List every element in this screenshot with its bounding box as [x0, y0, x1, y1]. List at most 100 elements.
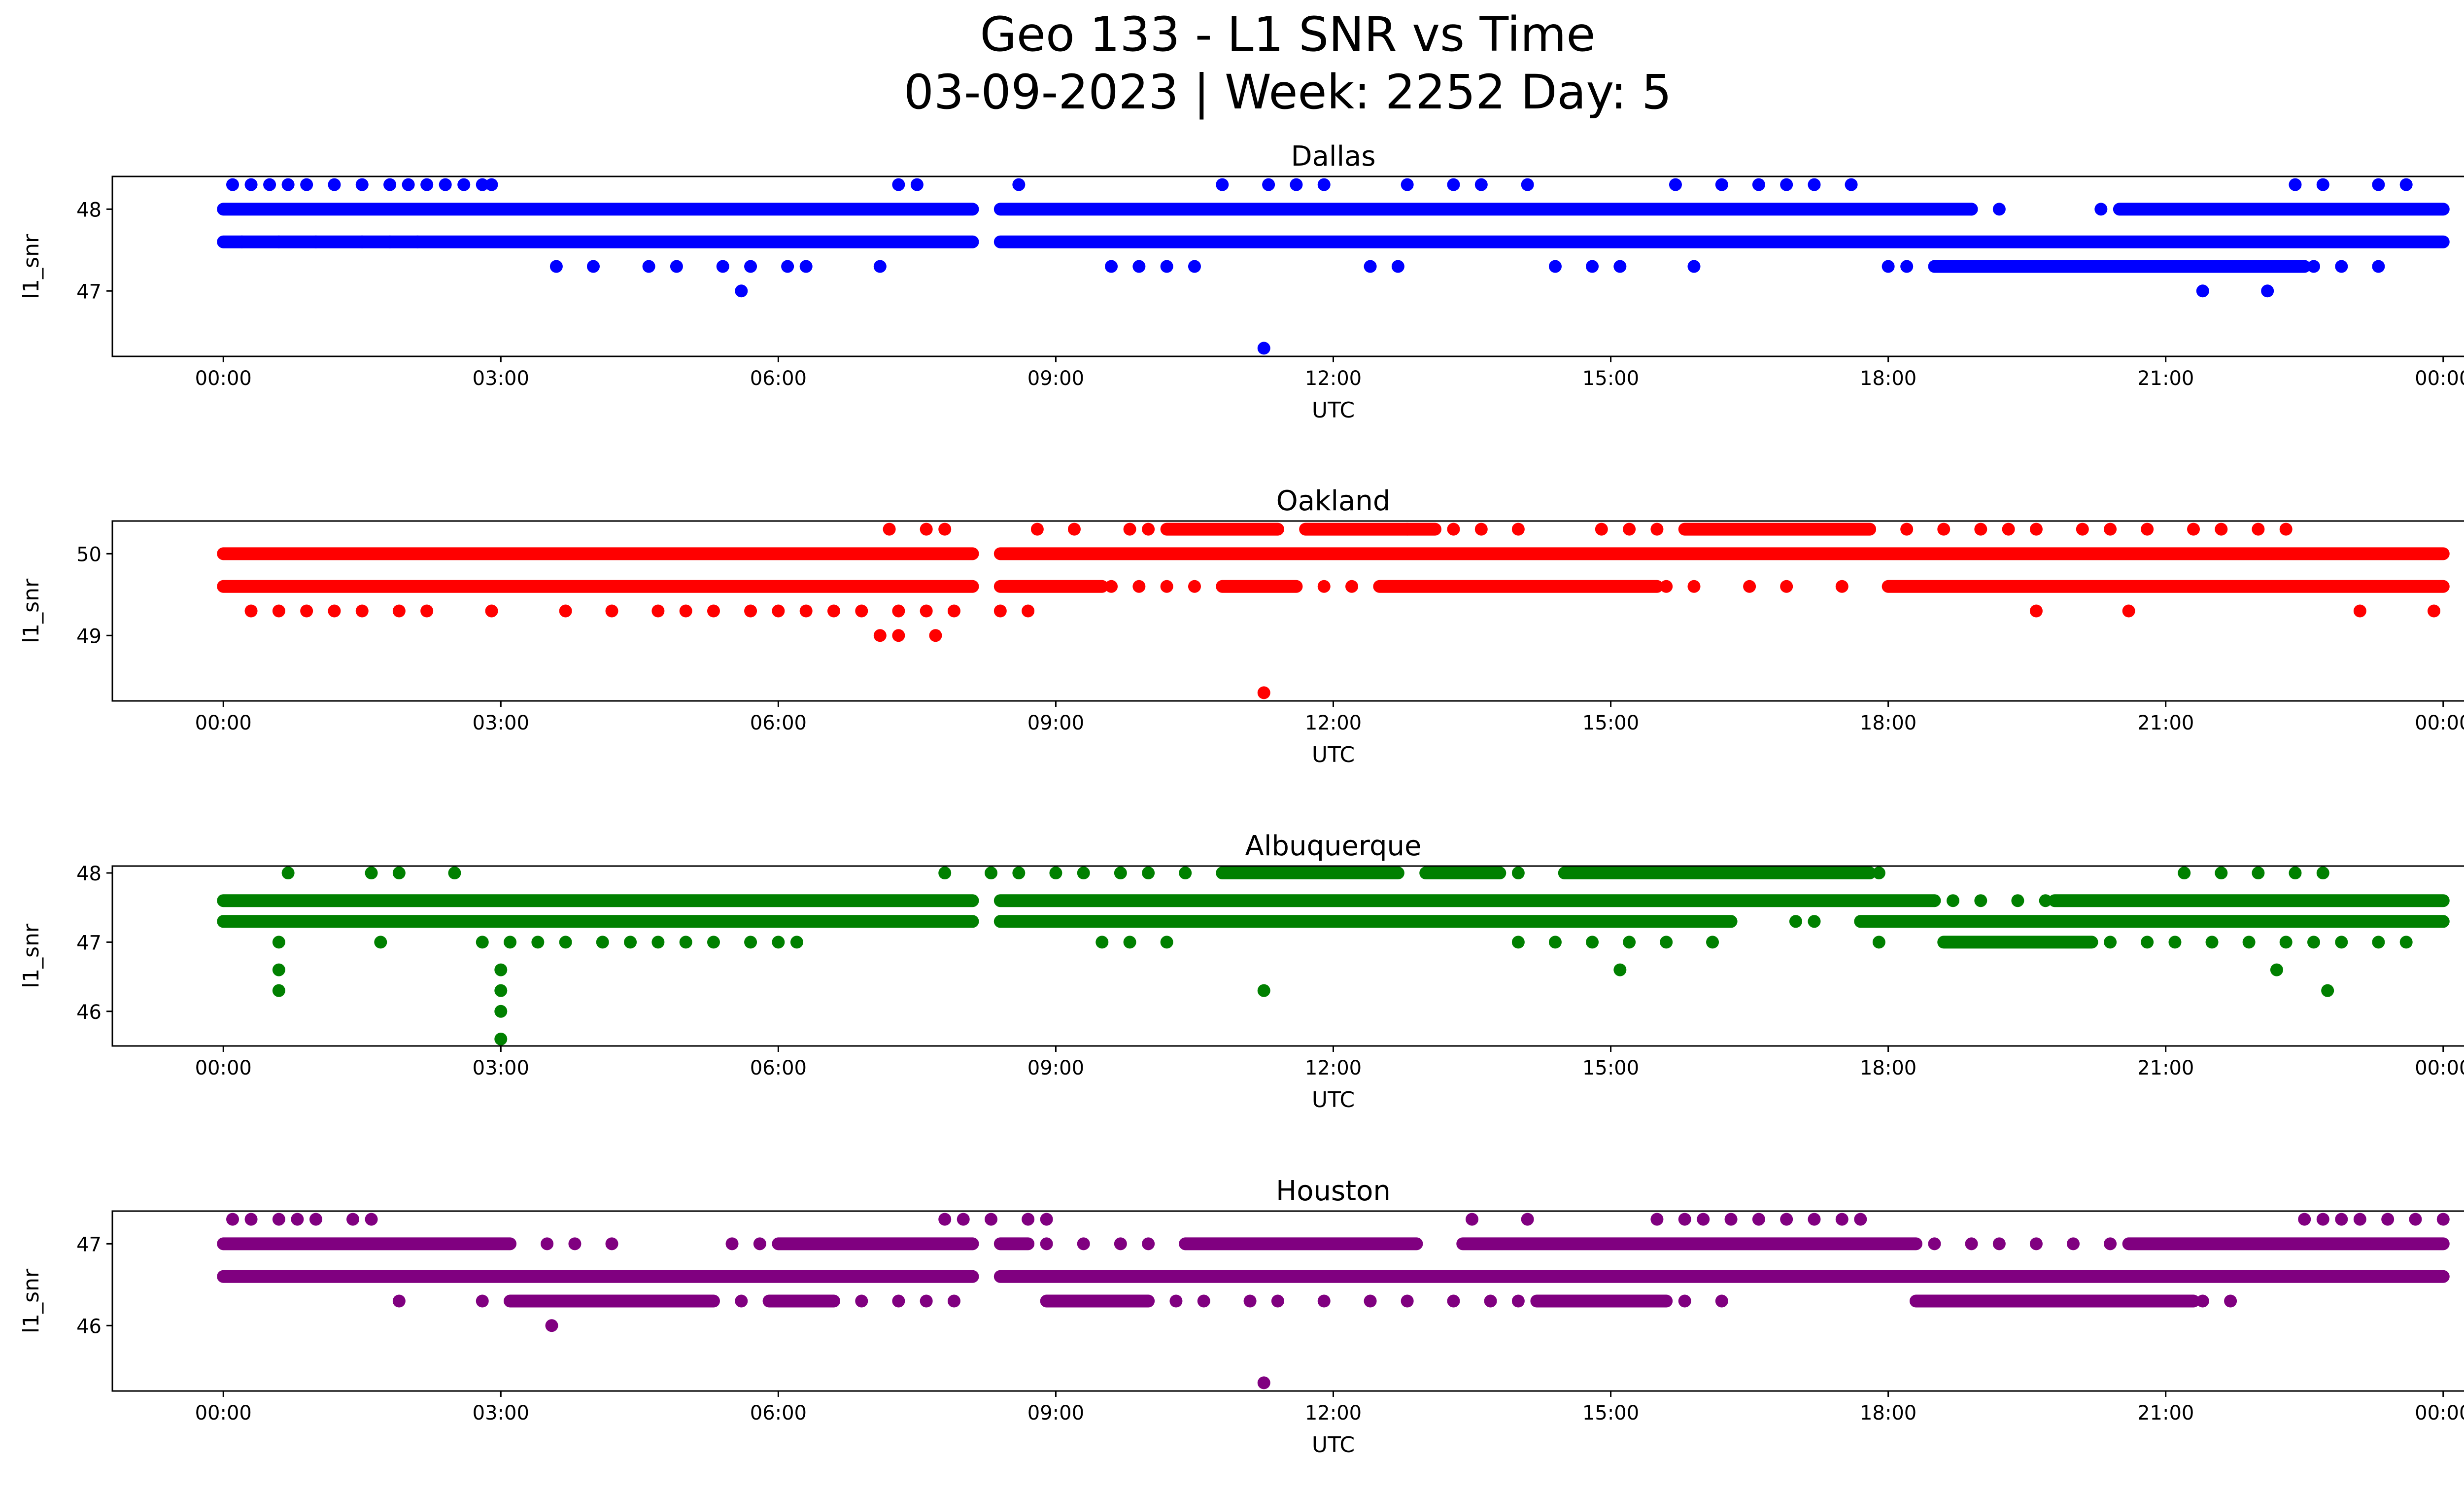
albuquerque-point-0-8 [1077, 867, 1090, 880]
houston-point-0-25 [2335, 1213, 2348, 1226]
dallas-point-5-0 [1257, 342, 1270, 355]
houston-point-0-10 [1022, 1213, 1035, 1226]
albuquerque-point-0-1 [365, 867, 378, 880]
albuquerque-point-3-25 [2141, 936, 2154, 949]
houston-point-2-7 [1169, 1294, 1183, 1308]
albuquerque-point-3-3 [504, 936, 517, 949]
houston-band-2-segment-2 [1040, 1294, 1155, 1308]
dallas-point-4-2 [2261, 284, 2274, 298]
oakland-point-0-18 [2029, 522, 2043, 536]
albuquerque-point-3-4 [531, 936, 545, 949]
dallas-band-0-segment-0 [217, 203, 979, 216]
dallas-point-0-4 [300, 178, 313, 191]
oakland-point-0-13 [1650, 522, 1664, 536]
oakland-point-1-0 [1105, 580, 1118, 593]
oakland-point-0-6 [1142, 522, 1155, 536]
oakland-point-2-1 [272, 604, 285, 618]
albuquerque-panel: Albuquerque 00:00 03:00 06:00 09:00 12:00 15:0… [19, 830, 2464, 1113]
dallas-point-2-23 [2372, 260, 2385, 273]
oakland-point-0-12 [1623, 522, 1636, 536]
houston-y-axis-label: l1_snr [19, 1268, 44, 1333]
oakland-point-0-21 [2141, 522, 2154, 536]
dallas-point-0-7 [383, 178, 397, 191]
albuquerque-point-0-13 [1872, 867, 1885, 880]
oakland-y-axis-label: l1_snr [19, 578, 44, 643]
dallas-point-0-18 [1262, 178, 1275, 191]
oakland-band-1-segment-2 [1216, 580, 1303, 593]
oakland-x-tick-label-3: 09:00 [1027, 712, 1084, 734]
dallas-panel-title: Dallas [1291, 140, 1375, 173]
dallas-point-0-8 [402, 178, 415, 191]
houston-point-0-4 [309, 1213, 322, 1226]
albuquerque-point-3-14 [1095, 936, 1109, 949]
albuquerque-point-0-6 [1012, 867, 1026, 880]
oakland-point-0-17 [2002, 522, 2015, 536]
houston-x-tick-label-4: 12:00 [1305, 1402, 1362, 1425]
dallas-point-1-3 [355, 235, 369, 248]
albuquerque-point-0-11 [1179, 867, 1192, 880]
albuquerque-point-3-31 [2335, 936, 2348, 949]
houston-point-0-13 [1521, 1213, 1534, 1226]
dallas-point-2-15 [1548, 260, 1562, 273]
albuquerque-point-0-18 [2316, 867, 2329, 880]
oakland-point-3-0 [873, 629, 887, 642]
oakland-point-1-10 [1835, 580, 1848, 593]
houston-point-2-19 [2196, 1294, 2209, 1308]
dallas-x-tick-label-6: 18:00 [1860, 367, 1916, 390]
oakland-point-0-19 [2076, 522, 2089, 536]
albuquerque-point-3-10 [707, 936, 720, 949]
houston-point-0-19 [1780, 1213, 1793, 1226]
dallas-point-2-1 [586, 260, 600, 273]
dallas-point-0-5 [328, 178, 341, 191]
albuquerque-point-3-27 [2205, 936, 2219, 949]
houston-point-1-11 [1992, 1237, 2006, 1251]
oakland-x-tick-label-4: 12:00 [1305, 712, 1362, 734]
dallas-x-tick-label-0: 00:00 [195, 367, 252, 390]
houston-point-0-11 [1040, 1213, 1053, 1226]
oakland-point-3-1 [892, 629, 905, 642]
oakland-point-0-0 [883, 522, 896, 536]
dallas-band-1-segment-1 [993, 235, 2450, 248]
houston-point-0-1 [244, 1213, 258, 1226]
albuquerque-band-2-segment-1 [1419, 867, 1506, 880]
albuquerque-point-1-2 [2011, 894, 2024, 907]
houston-panel-title: Houston [1276, 1175, 1391, 1207]
albuquerque-x-tick-label-8: 00:00 [2415, 1057, 2464, 1079]
albuquerque-point-3-19 [1586, 936, 1599, 949]
dallas-point-1-0 [235, 235, 248, 248]
oakland-point-0-15 [1937, 522, 1951, 536]
oakland-point-2-18 [892, 604, 905, 618]
oakland-band-0-segment-0 [217, 547, 979, 560]
houston-point-2-0 [392, 1294, 406, 1308]
albuquerque-point-3-2 [476, 936, 489, 949]
oakland-point-2-21 [993, 604, 1007, 618]
albuquerque-x-tick-label-0: 00:00 [195, 1057, 252, 1079]
oakland-point-1-8 [1743, 580, 1756, 593]
dallas-point-0-17 [1216, 178, 1229, 191]
houston-point-2-2 [735, 1294, 748, 1308]
dallas-point-0-3 [281, 178, 295, 191]
dallas-point-2-6 [781, 260, 794, 273]
dallas-point-0-6 [355, 178, 369, 191]
albuquerque-point-3-15 [1123, 936, 1136, 949]
houston-x-tick-label-8: 00:00 [2415, 1402, 2464, 1425]
houston-band-2-segment-0 [504, 1294, 720, 1308]
dallas-point-0-13 [485, 178, 498, 191]
dallas-point-4-0 [735, 284, 748, 298]
houston-point-0-0 [226, 1213, 239, 1226]
houston-point-1-9 [1928, 1237, 1941, 1251]
houston-point-0-15 [1678, 1213, 1691, 1226]
oakland-point-2-26 [2428, 604, 2441, 618]
dallas-point-2-7 [799, 260, 813, 273]
albuquerque-panel-title: Albuquerque [1245, 830, 1422, 862]
oakland-point-1-2 [1160, 580, 1173, 593]
houston-band-2-segment-4 [1909, 1294, 2200, 1308]
houston-y-tick-label-1: 47 [76, 1233, 102, 1256]
albuquerque-x-tick-label-1: 03:00 [473, 1057, 529, 1079]
albuquerque-point-4-1 [494, 963, 508, 976]
dallas-point-2-10 [1132, 260, 1146, 273]
albuquerque-point-3-1 [374, 936, 387, 949]
houston-point-0-8 [957, 1213, 970, 1226]
dallas-point-0-14 [892, 178, 905, 191]
